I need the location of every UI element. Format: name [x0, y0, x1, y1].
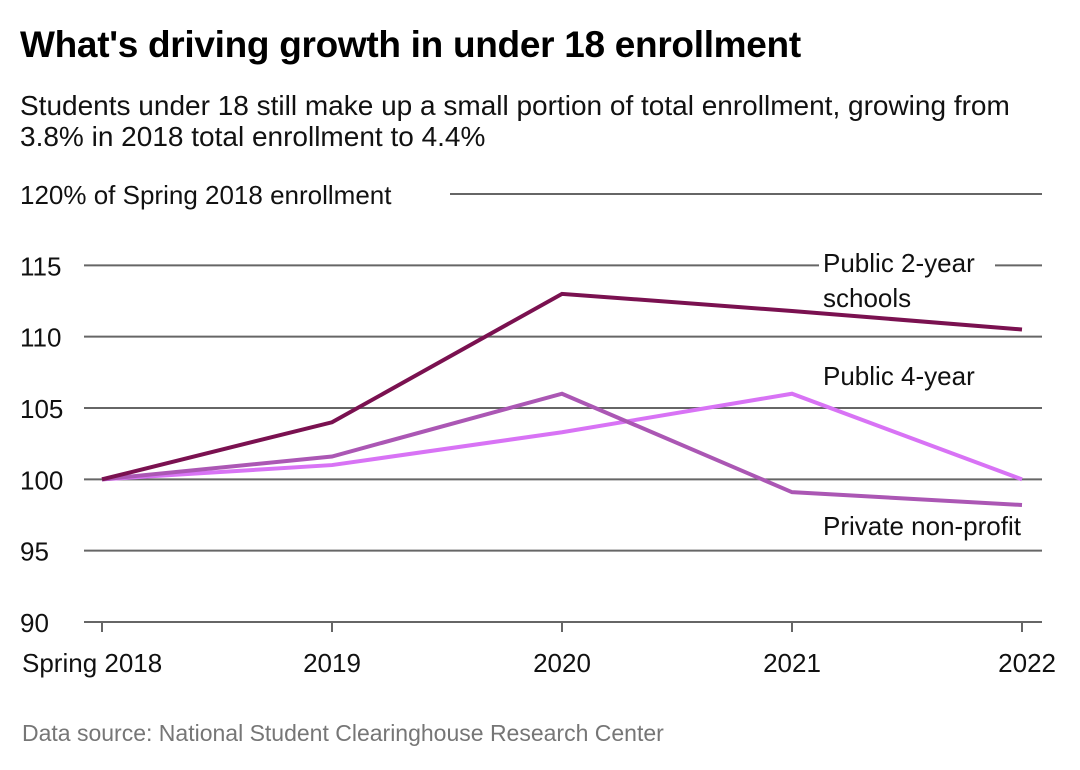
y-tick-label: 115 — [20, 251, 61, 281]
series-label-background — [819, 248, 995, 278]
y-tick-label: 110 — [20, 323, 61, 353]
series-label: Private non-profit — [823, 511, 1022, 541]
y-axis-title-tick: 120% of Spring 2018 enrollment — [20, 180, 392, 210]
y-tick-label: 105 — [20, 394, 63, 424]
y-tick-label: 95 — [20, 537, 49, 567]
y-tick-label: 90 — [20, 608, 49, 638]
x-tick-label: Spring 2018 — [22, 648, 162, 678]
series-line-public-4-year — [101, 391, 1023, 482]
x-tick-label: 2022 — [998, 648, 1056, 678]
series-label: schools — [823, 283, 911, 313]
series-label: Public 2-year — [823, 248, 975, 278]
series-label: Public 4-year — [823, 361, 975, 391]
x-tick-label: 2020 — [533, 648, 591, 678]
chart-subtitle: Students under 18 still make up a small … — [20, 90, 1010, 152]
chart-title: What's driving growth in under 18 enroll… — [20, 24, 801, 65]
series-line-private-non-profit — [101, 391, 1023, 508]
y-tick-label: 100 — [20, 465, 63, 495]
data-source-note: Data source: National Student Clearingho… — [22, 720, 664, 746]
series-line-public-2-year-schools — [101, 291, 1023, 482]
x-tick-label: 2021 — [763, 648, 821, 678]
x-tick-label: 2019 — [303, 648, 361, 678]
